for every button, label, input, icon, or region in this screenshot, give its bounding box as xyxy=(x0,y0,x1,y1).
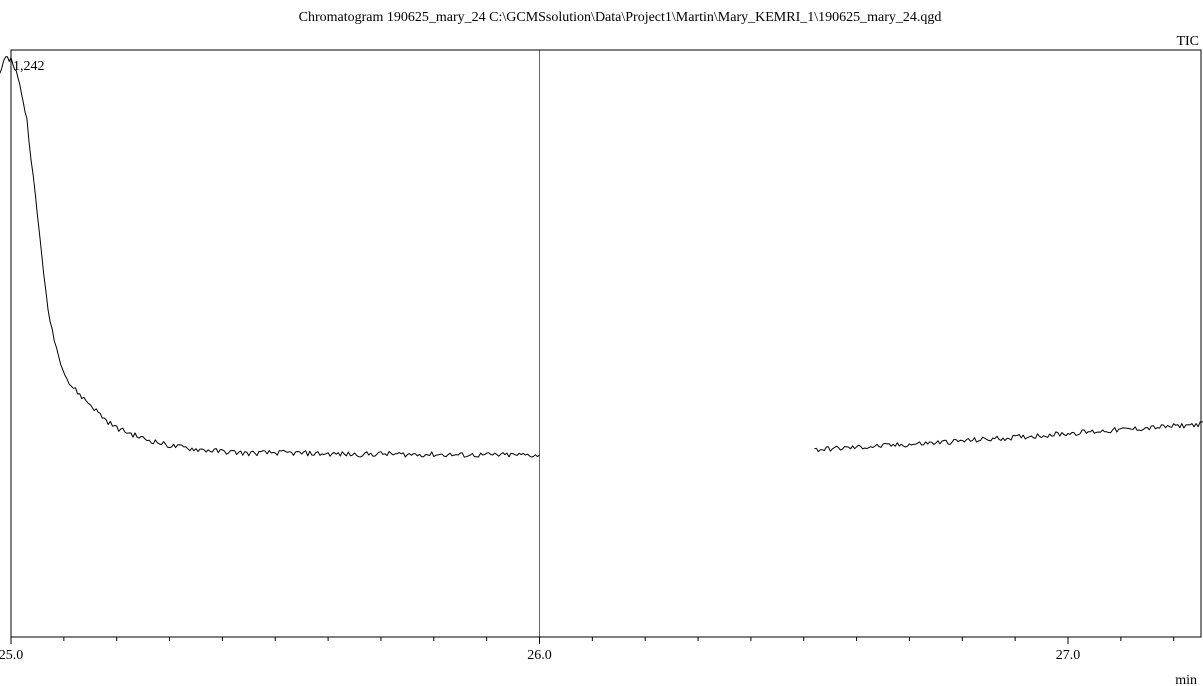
chart-title: Chromatogram 190625_mary_24 C:\GCMSsolut… xyxy=(299,10,942,25)
tic-trace-right xyxy=(814,421,1203,453)
plot-frame xyxy=(10,49,1202,638)
signal-label: TIC xyxy=(1176,34,1199,49)
x-tick-label: 27.0 xyxy=(1056,648,1081,663)
y-max-label: 1,242 xyxy=(13,59,45,74)
x-tick-label: 26.0 xyxy=(527,648,552,663)
x-tick-label: 25.0 xyxy=(0,648,23,663)
x-axis-unit-label: min xyxy=(1175,673,1197,686)
tic-trace-left xyxy=(0,56,540,458)
